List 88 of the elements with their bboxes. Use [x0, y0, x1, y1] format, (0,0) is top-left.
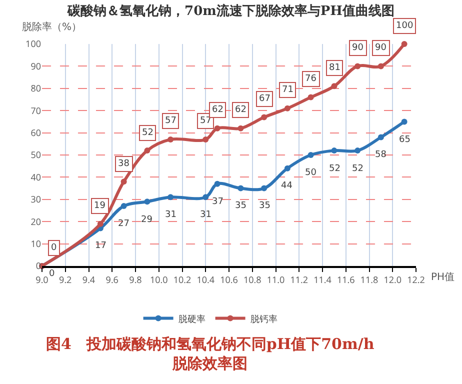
- point: [261, 185, 268, 192]
- y-tick-label: 10: [30, 236, 41, 250]
- x-tick-label: 12.2: [407, 272, 425, 286]
- data-label: 62: [212, 105, 224, 115]
- y-tick-label: 50: [30, 148, 41, 162]
- point: [331, 83, 338, 90]
- x-tick-label: 11.2: [290, 272, 308, 286]
- data-label: 67: [259, 94, 270, 104]
- x-tick-label: 10.6: [220, 272, 238, 286]
- data-label: 31: [200, 210, 212, 220]
- x-tick-label: 11.8: [360, 272, 378, 286]
- data-label: 0: [51, 243, 57, 253]
- point: [144, 148, 150, 154]
- x-axis-title: PH值: [431, 272, 455, 283]
- data-label: 27: [118, 219, 130, 229]
- x-tick-label: 11.4: [314, 272, 332, 286]
- point: [120, 203, 127, 210]
- point: [168, 136, 174, 142]
- point: [202, 194, 209, 200]
- x-tick-label: 11.0: [266, 272, 285, 286]
- point: [214, 125, 220, 132]
- x-tick-label: 9.4: [82, 272, 96, 286]
- x-tick-label: 9.0: [36, 272, 48, 286]
- point: [97, 220, 104, 227]
- x-tick-label: 11.6: [336, 272, 355, 286]
- x-tick-label: 9.6: [106, 272, 118, 286]
- x-tick-label: 9.2: [59, 272, 72, 286]
- data-label: 76: [305, 74, 317, 84]
- data-label: 31: [165, 210, 176, 220]
- point: [354, 63, 361, 70]
- caption: 图4 投加碳酸钠和氢氧化钠不同pH值下70m/h 脱除效率图: [46, 335, 374, 372]
- data-label: 35: [235, 201, 246, 211]
- data-label: 90: [375, 43, 387, 53]
- y-tick-label: 90: [30, 59, 41, 72]
- legend-label: 脱钙率: [250, 312, 278, 325]
- data-label: 52: [142, 128, 154, 138]
- data-label: 100: [396, 21, 414, 31]
- y-tick-label: 60: [30, 126, 41, 139]
- data-label: 65: [399, 135, 410, 145]
- point: [284, 105, 290, 112]
- data-label: 90: [352, 43, 364, 53]
- point: [401, 118, 408, 125]
- point: [214, 180, 220, 187]
- point: [144, 198, 150, 205]
- data-label: 62: [235, 105, 246, 115]
- point: [354, 148, 361, 154]
- y-tick-label: 70: [30, 104, 41, 117]
- y-tick-label: 100: [26, 37, 41, 50]
- x-tick-label: 10.2: [173, 272, 192, 286]
- point: [261, 114, 268, 120]
- data-label: 52: [329, 164, 340, 174]
- point: [378, 134, 384, 140]
- point: [202, 136, 209, 142]
- data-label: 37: [212, 197, 224, 207]
- data-label: 38: [118, 159, 130, 169]
- y-axis-title: 脱除率（%）: [22, 21, 82, 33]
- point: [168, 194, 174, 200]
- x-tick-label: 9.8: [129, 272, 142, 286]
- x-tick-label: 10.4: [196, 272, 215, 286]
- data-label: 35: [259, 201, 270, 211]
- point: [238, 185, 244, 192]
- legend-label: 脱硬率: [178, 312, 206, 325]
- point: [284, 165, 290, 172]
- y-tick-label: 80: [30, 82, 41, 95]
- x-tick-label: 10.8: [243, 272, 262, 286]
- point: [331, 148, 338, 154]
- data-label: 0: [49, 269, 55, 279]
- data-label: 57: [165, 116, 176, 126]
- point: [308, 152, 314, 158]
- data-label: 19: [94, 201, 106, 211]
- y-tick-label: 30: [30, 192, 41, 206]
- point: [401, 41, 408, 47]
- data-label: 44: [281, 181, 293, 191]
- y-tick-label: 20: [30, 214, 41, 228]
- data-label: 81: [329, 63, 340, 73]
- point: [308, 94, 314, 100]
- point: [378, 63, 384, 70]
- x-tick-label: 10.0: [150, 272, 168, 286]
- data-label: 52: [352, 164, 364, 174]
- point: [120, 178, 127, 185]
- y-tick-label: 40: [30, 170, 41, 184]
- x-tick-label: 12.0: [384, 272, 402, 286]
- point: [238, 125, 244, 132]
- data-label: 58: [375, 150, 387, 160]
- data-label: 50: [305, 168, 317, 178]
- data-label: 29: [141, 215, 153, 225]
- chart-title: 碳酸钠＆氢氧化钠，70m流速下脱除效率与PH值曲线图: [66, 2, 394, 19]
- data-label: 71: [282, 85, 294, 95]
